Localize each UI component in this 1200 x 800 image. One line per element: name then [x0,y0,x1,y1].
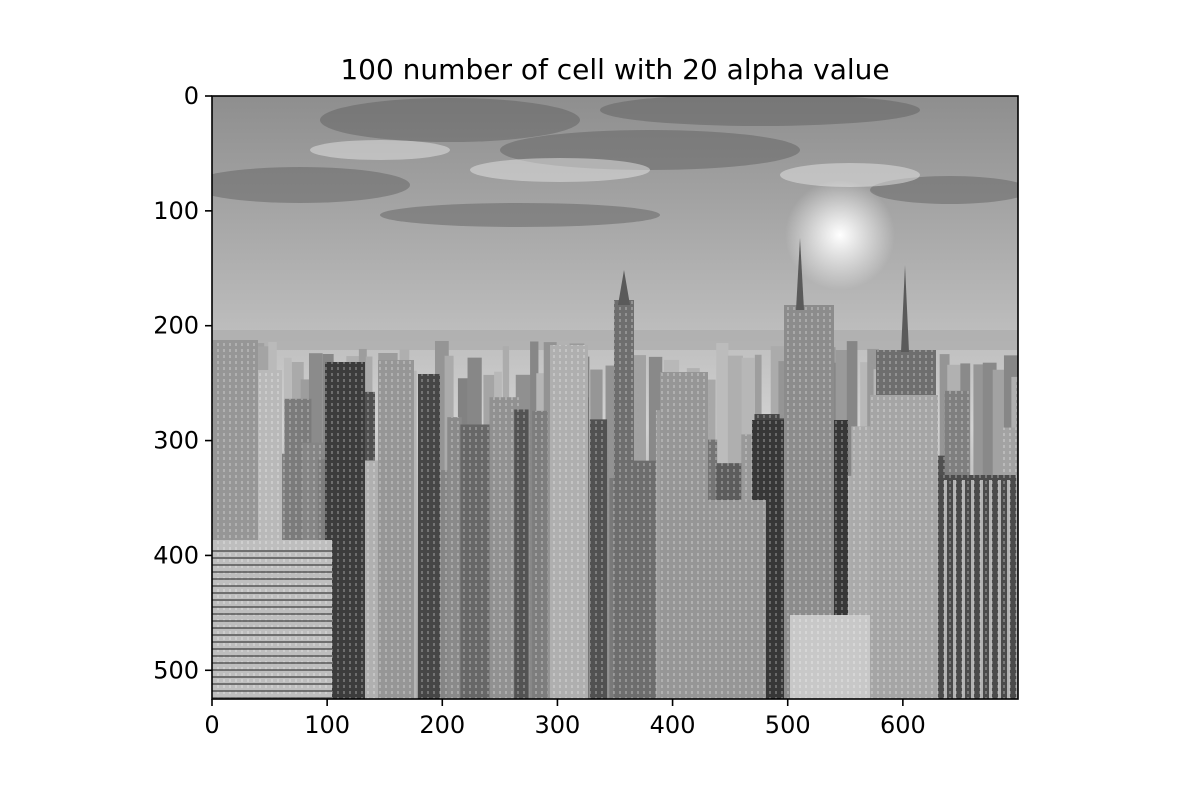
y-axis-ticks: 0 100 200 300 400 500 [153,82,212,684]
x-tick-label: 0 [204,711,219,739]
x-tick-label: 400 [650,711,696,739]
image-axes: 0 100 200 300 400 500 600 0 100 200 300 400 500 [153,82,1019,739]
y-tick-label: 500 [153,656,199,684]
x-tick-label: 100 [304,711,350,739]
y-tick-label: 0 [184,82,199,110]
y-tick-label: 400 [153,541,199,569]
x-tick-label: 300 [535,711,581,739]
x-tick-label: 200 [419,711,465,739]
x-axis-ticks: 0 100 200 300 400 500 600 [204,699,926,739]
x-tick-label: 500 [765,711,811,739]
y-tick-label: 200 [153,312,199,340]
axes-frame [211,95,1019,700]
y-tick-label: 100 [153,197,199,225]
y-tick-label: 300 [153,427,199,455]
grayscale-image [212,96,1018,699]
x-tick-label: 600 [880,711,926,739]
chart-title: 100 number of cell with 20 alpha value [340,53,889,86]
